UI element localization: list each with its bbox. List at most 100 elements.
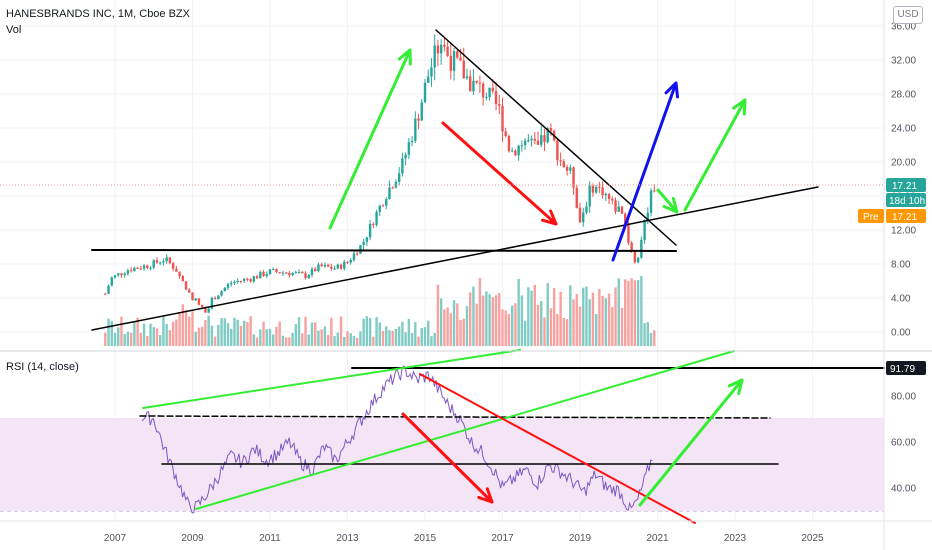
volume-bar — [220, 318, 223, 346]
candle-body — [136, 267, 139, 269]
volume-bar — [439, 298, 443, 346]
candle-body — [533, 138, 536, 141]
volume-bar — [359, 331, 362, 346]
candle-body — [242, 278, 246, 281]
candle-body — [478, 82, 482, 84]
candle-body — [410, 140, 414, 143]
candle-body — [275, 269, 278, 273]
candle-body — [653, 190, 656, 192]
volume-bar — [423, 327, 427, 346]
candle-body — [446, 46, 449, 56]
volume-bar — [501, 309, 504, 346]
candle-body — [113, 275, 117, 278]
candle-body — [617, 206, 620, 212]
time-tick-label: 2021 — [646, 533, 669, 544]
candle-body — [433, 45, 436, 68]
currency-button[interactable]: USD — [893, 6, 923, 24]
time-tick-label: 2011 — [259, 533, 281, 544]
candle-body — [226, 284, 230, 288]
volume-bar — [478, 277, 482, 346]
candle-body — [355, 253, 359, 255]
volume-bar — [242, 320, 246, 346]
rsi-value-badge: 91.79 — [886, 361, 926, 375]
volume-bar — [601, 295, 604, 346]
rsi-tick-label: 60.00 — [891, 438, 916, 449]
volume-bar — [472, 286, 475, 346]
volume-bar — [314, 322, 317, 346]
candle-body — [281, 272, 285, 274]
candle-body — [494, 91, 498, 105]
volume-bar — [591, 292, 595, 346]
volume-bar — [117, 327, 120, 346]
volume-bar — [368, 317, 372, 346]
green-arrow-small-down — [656, 188, 679, 214]
volume-bar — [533, 285, 536, 346]
candle-body — [152, 260, 155, 268]
volume-bar — [427, 320, 430, 346]
volume-bar — [275, 326, 278, 346]
candle-body — [504, 131, 507, 136]
candle-body — [462, 60, 465, 79]
candle-body — [569, 167, 572, 171]
volume-bar — [249, 316, 252, 346]
candle-body — [501, 105, 504, 132]
red-arrow-down-head — [541, 209, 558, 226]
volume-bar — [433, 332, 436, 346]
candle-body — [317, 264, 320, 272]
price-tick-label: 12.00 — [891, 226, 916, 237]
candle-body — [223, 287, 226, 292]
green-arrow-up-2013-head — [397, 48, 412, 66]
candle-body — [184, 281, 188, 290]
candle-body — [540, 135, 543, 145]
volume-bar — [481, 295, 485, 346]
candle-body — [443, 44, 446, 47]
volume-bar — [184, 309, 188, 346]
candle-body — [272, 269, 275, 271]
time-tick-label: 2025 — [801, 533, 824, 544]
candle-body — [614, 200, 617, 212]
volume-bar — [352, 335, 356, 346]
candle-body — [149, 267, 152, 269]
candle-body — [362, 241, 365, 246]
volume-bar — [523, 320, 527, 346]
volume-bar — [310, 322, 314, 346]
candle-body — [572, 167, 575, 188]
volume-bar — [168, 330, 172, 346]
green-arrow-up-2013 — [328, 48, 412, 230]
volume-bar — [504, 310, 507, 346]
candle-body — [430, 67, 433, 77]
volume-bar — [443, 309, 446, 346]
candle-body — [213, 297, 217, 300]
rsi-tick-label: 80.00 — [891, 392, 916, 403]
volume-bar — [404, 332, 407, 346]
candle-body — [368, 223, 372, 238]
candle-body — [246, 278, 249, 280]
volume-bar — [230, 328, 233, 346]
volume-bar — [294, 324, 298, 346]
candle-body — [452, 51, 456, 71]
rsi-green-upper-trendline — [142, 349, 521, 409]
volume-bar — [246, 322, 249, 346]
candle-body — [165, 257, 168, 262]
volume-bar — [113, 332, 117, 346]
candle-body — [488, 87, 491, 97]
volume-bar — [336, 332, 340, 346]
candle-body — [401, 158, 404, 174]
candle-body — [582, 212, 585, 223]
volume-bar — [636, 280, 640, 346]
candle-body — [255, 276, 259, 279]
volume-bar — [417, 336, 420, 346]
candle-body — [346, 261, 349, 263]
volume-bar — [146, 336, 149, 346]
volume-bar — [469, 292, 472, 346]
candle-body — [375, 211, 378, 225]
volume-bar — [149, 323, 152, 346]
volume-bar — [200, 326, 204, 346]
candle-body — [604, 193, 608, 196]
volume-bar — [284, 337, 288, 346]
volume-bar — [288, 337, 291, 346]
rsi-indicator-label: RSI (14, close) — [6, 361, 79, 373]
rsi-green-arrow-up — [638, 378, 744, 507]
price-tick-label: 32.00 — [891, 56, 916, 67]
volume-bar — [391, 330, 394, 346]
